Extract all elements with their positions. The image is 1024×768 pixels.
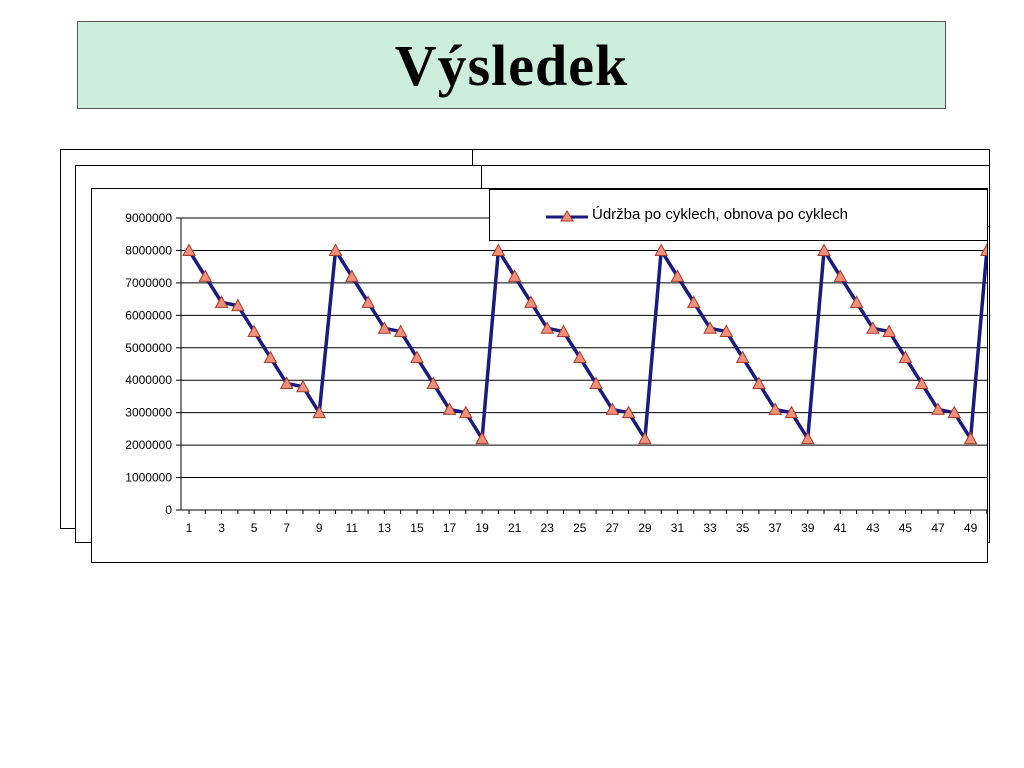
y-tick-label: 9000000	[125, 211, 172, 225]
data-point-marker	[182, 243, 196, 256]
data-point-marker	[914, 376, 929, 389]
data-point-marker	[491, 243, 506, 256]
x-tick-label: 39	[801, 521, 815, 535]
x-tick-label: 1	[186, 521, 193, 535]
data-point-marker	[817, 243, 831, 256]
data-point-marker	[670, 269, 685, 282]
data-point-marker	[686, 295, 701, 308]
y-tick-label: 0	[165, 503, 172, 517]
data-point-marker	[849, 295, 864, 308]
legend-swatch-icon	[546, 210, 588, 222]
data-point-marker	[556, 324, 571, 338]
x-tick-label: 5	[251, 521, 258, 535]
y-tick-label: 7000000	[125, 276, 172, 290]
y-tick-label: 3000000	[125, 406, 172, 420]
x-tick-label: 49	[964, 521, 978, 535]
x-tick-label: 15	[410, 521, 424, 535]
data-point-marker	[247, 324, 261, 338]
x-tick-label: 29	[638, 521, 652, 535]
x-tick-label: 7	[283, 521, 290, 535]
data-point-marker	[377, 321, 392, 334]
legend-label: Údržba po cyklech, obnova po cyklech	[592, 206, 848, 223]
data-point-marker	[703, 321, 717, 334]
data-point-marker	[214, 295, 229, 308]
data-point-marker	[361, 295, 375, 308]
data-point-marker	[589, 376, 603, 389]
data-point-marker	[980, 243, 987, 256]
x-tick-label: 21	[508, 521, 522, 535]
y-tick-label: 4000000	[125, 373, 172, 387]
data-point-marker	[931, 402, 945, 415]
data-point-marker	[572, 350, 587, 364]
x-tick-label: 43	[866, 521, 880, 535]
data-point-marker	[882, 324, 897, 338]
data-point-marker	[963, 431, 978, 445]
x-tick-label: 3	[218, 521, 225, 535]
data-point-marker	[458, 405, 473, 419]
data-point-marker	[621, 405, 636, 419]
x-tick-label: 25	[573, 521, 587, 535]
data-point-marker	[784, 405, 799, 419]
x-tick-label: 9	[316, 521, 323, 535]
x-tick-label: 13	[378, 521, 392, 535]
x-tick-label: 33	[703, 521, 717, 535]
data-point-marker	[833, 269, 848, 282]
data-point-marker	[866, 321, 880, 334]
data-point-marker	[344, 269, 359, 282]
data-point-marker	[328, 243, 343, 256]
x-tick-label: 23	[541, 521, 555, 535]
data-point-marker	[654, 243, 669, 256]
y-tick-label: 8000000	[125, 243, 172, 257]
data-point-marker	[605, 402, 620, 415]
data-point-marker	[231, 298, 245, 312]
data-point-marker	[198, 269, 213, 282]
y-tick-label: 2000000	[125, 438, 172, 452]
data-point-marker	[312, 405, 327, 419]
legend: Údržba po cyklech, obnova po cyklech	[489, 189, 988, 241]
x-tick-label: 45	[899, 521, 913, 535]
data-point-marker	[540, 321, 555, 334]
data-point-marker	[735, 350, 750, 364]
x-tick-label: 41	[834, 521, 848, 535]
line-chart: 0 1000000 2000000 3000000 4000000 5000000 6000…	[125, 211, 987, 535]
data-point-marker	[898, 350, 913, 364]
y-tick-label: 6000000	[125, 308, 172, 322]
x-tick-label: 35	[736, 521, 750, 535]
data-point-marker	[426, 376, 441, 389]
data-point-marker	[752, 376, 766, 389]
x-tick-label: 47	[931, 521, 945, 535]
chart-frame: 0 1000000 2000000 3000000 4000000 5000000 6000…	[91, 188, 988, 563]
data-point-marker	[442, 402, 457, 415]
x-tick-label: 37	[769, 521, 783, 535]
x-tick-label: 31	[671, 521, 685, 535]
title-box: Výsledek	[77, 21, 946, 109]
y-tick-label: 5000000	[125, 341, 172, 355]
data-point-marker	[638, 431, 652, 445]
data-point-marker	[947, 405, 962, 419]
y-tick-label: 1000000	[125, 471, 172, 485]
series-line	[187, 248, 987, 441]
data-point-marker	[768, 402, 783, 415]
data-point-marker	[524, 295, 538, 308]
data-point-marker	[800, 431, 815, 445]
page-title: Výsledek	[394, 32, 629, 98]
x-tick-label: 27	[606, 521, 620, 535]
x-tick-label: 19	[475, 521, 489, 535]
data-point-marker	[296, 379, 310, 393]
x-tick-label: 17	[443, 521, 457, 535]
data-point-marker	[393, 324, 408, 338]
x-tick-label: 11	[346, 521, 359, 535]
data-point-marker	[507, 269, 522, 282]
data-point-marker	[263, 350, 278, 364]
data-point-marker	[410, 350, 424, 364]
data-point-marker	[475, 431, 489, 445]
data-point-marker	[719, 324, 734, 338]
data-point-marker	[279, 376, 294, 389]
